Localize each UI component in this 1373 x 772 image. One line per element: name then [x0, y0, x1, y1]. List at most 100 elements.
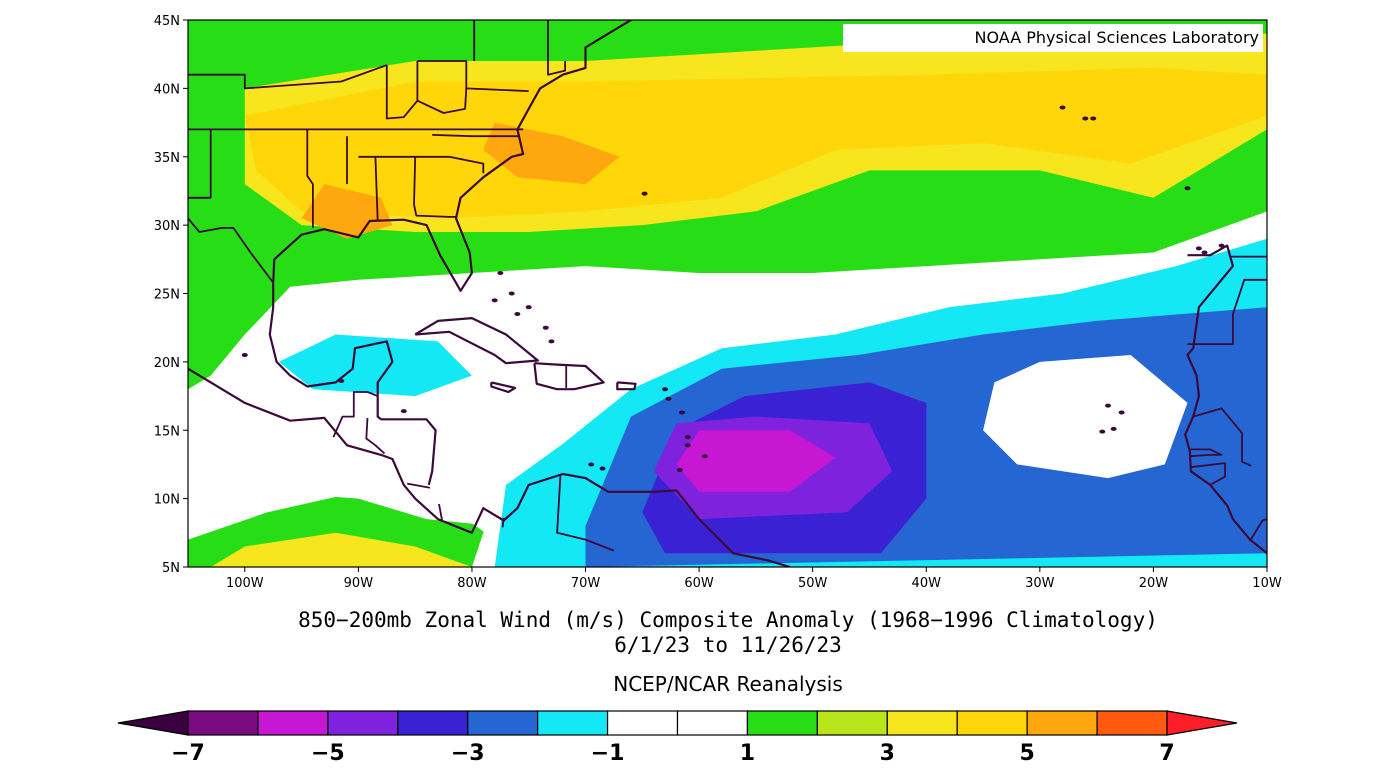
border-23 [1192, 407, 1252, 467]
border-26 [1249, 518, 1267, 542]
x-tick-label-6: 40W [912, 576, 942, 591]
reanalysis-source: NCEP/NCAR Reanalysis [613, 672, 843, 696]
colorbar-label-6: 5 [1019, 741, 1034, 766]
border-8 [432, 134, 519, 138]
colorbar-swatch-8 [746, 710, 818, 736]
border-22 [1187, 278, 1267, 345]
anomaly-region-15 [983, 355, 1188, 479]
colorbar-swatch-0 [187, 710, 259, 736]
island-0 [491, 298, 498, 303]
border-15 [365, 417, 386, 455]
border-14 [332, 391, 379, 438]
geography-layer [188, 20, 1267, 567]
y-tick-label-7: 40N [154, 82, 180, 97]
island-14 [599, 466, 606, 471]
border-3 [306, 129, 314, 228]
x-tick-label-9: 10W [1252, 576, 1282, 591]
colorbar-swatch-13 [1096, 710, 1168, 736]
coastline-7 [1184, 244, 1267, 555]
border-25 [1190, 462, 1226, 486]
y-tick-label-3: 20N [154, 356, 180, 371]
island-28 [241, 353, 248, 358]
coastline-5 [490, 381, 517, 394]
anomaly-fill-layer [188, 20, 1267, 567]
island-21 [1195, 246, 1202, 251]
colorbar-label-5: 3 [880, 741, 895, 766]
colorbar [117, 710, 1238, 736]
y-tick-label-1: 10N [154, 493, 180, 508]
colorbar-label-4: 1 [740, 741, 755, 766]
colorbar-swatch-5 [537, 710, 609, 736]
x-tick-label-5: 50W [798, 576, 828, 591]
island-7 [641, 191, 648, 196]
island-9 [684, 435, 691, 440]
border-24 [1189, 448, 1223, 458]
colorbar-swatch-4 [467, 710, 539, 736]
island-22 [1201, 250, 1208, 255]
anomaly-region-9 [278, 334, 472, 397]
x-tick-label-0: 100W [226, 576, 264, 591]
anomaly-region-14 [676, 430, 836, 492]
border-16 [407, 482, 431, 489]
island-13 [588, 462, 595, 467]
coastline-4 [533, 362, 605, 391]
coastline-1 [272, 20, 632, 292]
anomaly-region-4 [483, 122, 620, 185]
island-16 [665, 396, 672, 401]
anomaly-region-2 [244, 67, 1267, 219]
coastline-3 [414, 317, 539, 365]
border-17 [438, 503, 444, 523]
border-10 [417, 88, 468, 114]
x-tick-label-4: 60W [684, 576, 714, 591]
coastline-6 [616, 381, 637, 391]
y-tick-label-6: 35N [154, 151, 180, 166]
island-25 [1110, 426, 1117, 431]
y-tick-label-8: 45N [154, 14, 180, 29]
latitude-axis: 5N 10N 15N 20N 25N 30N 35N 40N 45N [154, 14, 188, 576]
colorbar-labels: −7 −5 −3 −1 1 3 5 7 [171, 741, 1175, 766]
border-7 [358, 155, 485, 174]
island-6 [548, 339, 555, 344]
colorbar-swatch-6 [606, 710, 679, 736]
y-tick-label-0: 5N [162, 561, 180, 576]
colorbar-label-3: −1 [591, 741, 625, 766]
colorbar-label-0: −7 [171, 741, 205, 766]
y-tick-label-2: 15N [154, 424, 180, 439]
border-5 [374, 156, 379, 222]
x-tick-label-8: 20W [1139, 576, 1169, 591]
date-range: 6/1/23 to 11/26/23 [614, 633, 842, 657]
island-18 [1082, 116, 1089, 121]
colorbar-label-7: 7 [1159, 741, 1174, 766]
island-29 [338, 379, 345, 384]
longitude-axis: 100W 90W 80W 70W 60W 50W 40W 30W 20W 10W [226, 567, 1282, 591]
y-tick-label-5: 30N [154, 219, 180, 234]
anomaly-region-3 [301, 184, 393, 239]
credit-label: NOAA Physical Sciences Laboratory [975, 28, 1259, 47]
island-4 [525, 305, 532, 310]
colorbar-swatch-1 [257, 710, 329, 736]
island-15 [662, 387, 669, 392]
colorbar-swatch-9 [816, 710, 888, 736]
x-tick-label-3: 70W [571, 576, 601, 591]
island-30 [400, 409, 407, 414]
x-tick-label-1: 90W [344, 576, 374, 591]
island-27 [1118, 410, 1125, 415]
colorbar-swatch-12 [1026, 710, 1098, 736]
y-tick-label-4: 25N [154, 288, 180, 303]
island-2 [497, 270, 504, 275]
colorbar-swatch-3 [397, 710, 469, 736]
x-tick-label-7: 30W [1025, 576, 1055, 591]
island-8 [679, 410, 686, 415]
island-5 [542, 325, 549, 330]
border-13 [547, 20, 566, 76]
colorbar-label-2: −3 [451, 741, 485, 766]
colorbar-swatch-10 [886, 710, 958, 736]
border-18 [501, 517, 505, 528]
border-6 [413, 156, 456, 218]
coastline-0 [188, 367, 791, 567]
colorbar-arrow-low [117, 710, 189, 736]
x-tick-label-2: 80W [457, 576, 487, 591]
border-2 [188, 129, 274, 284]
island-24 [1104, 403, 1111, 408]
